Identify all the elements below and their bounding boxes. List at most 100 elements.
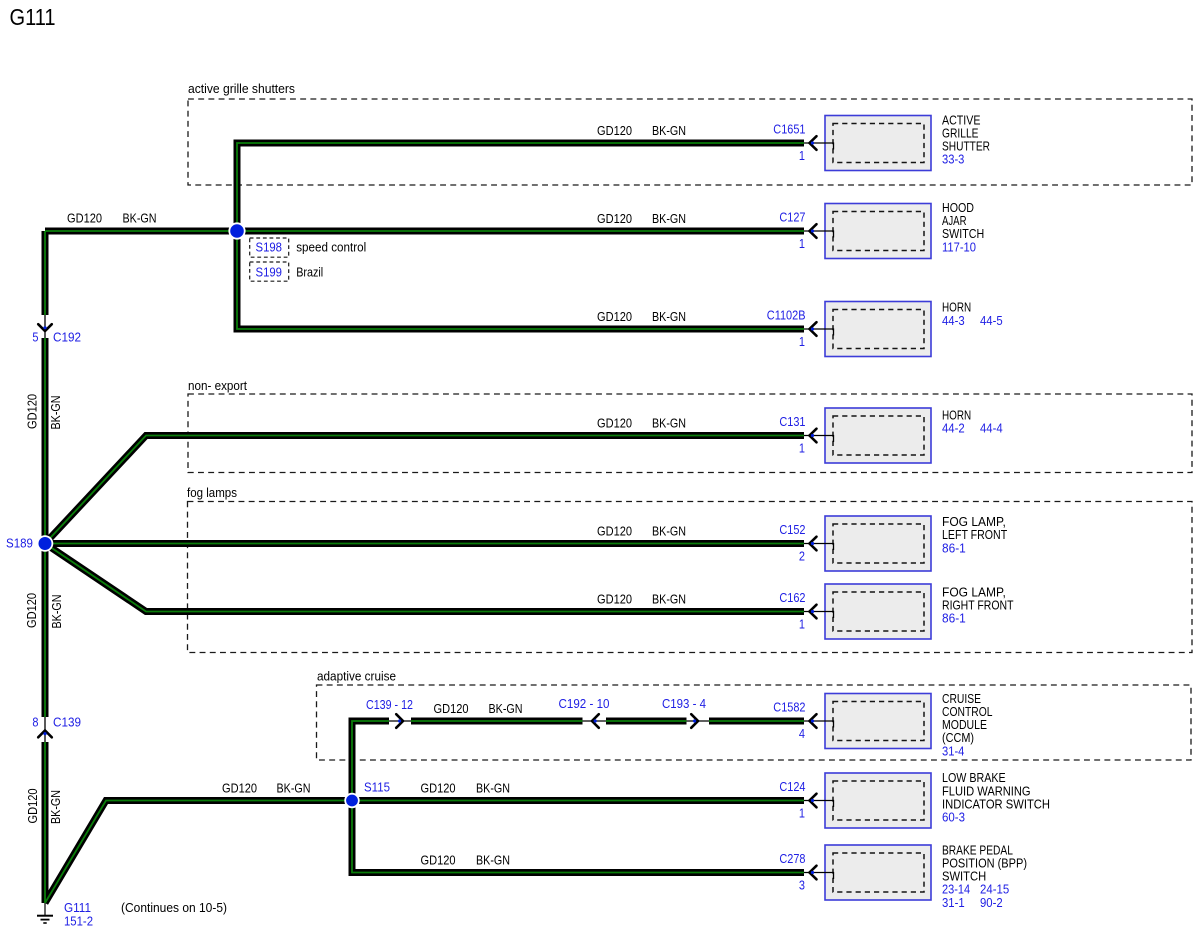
svg-text:GD120: GD120 — [597, 211, 632, 226]
svg-text:1: 1 — [799, 236, 805, 251]
svg-text:BK-GN: BK-GN — [123, 211, 157, 226]
svg-text:G111: G111 — [10, 4, 56, 30]
svg-text:3: 3 — [799, 878, 805, 893]
svg-text:adaptive cruise: adaptive cruise — [317, 669, 396, 684]
svg-text:BK-GN: BK-GN — [652, 415, 686, 430]
svg-text:C162: C162 — [779, 590, 805, 605]
svg-text:BK-GN: BK-GN — [652, 309, 686, 324]
svg-text:117-10: 117-10 — [942, 239, 976, 254]
svg-text:C127: C127 — [779, 210, 805, 225]
svg-text:GD120: GD120 — [434, 701, 469, 716]
svg-text:BRAKE PEDAL: BRAKE PEDAL — [942, 842, 1013, 857]
svg-text:(Continues on 10-5): (Continues on 10-5) — [121, 900, 227, 915]
svg-text:86-1: 86-1 — [942, 611, 966, 626]
svg-text:HORN: HORN — [942, 300, 971, 315]
svg-text:Brazil: Brazil — [296, 265, 323, 280]
svg-text:BK-GN: BK-GN — [49, 595, 64, 629]
svg-text:GD120: GD120 — [597, 123, 632, 138]
svg-text:POSITION (BPP): POSITION (BPP) — [942, 855, 1027, 870]
svg-text:1: 1 — [799, 617, 805, 632]
svg-text:SWITCH: SWITCH — [942, 226, 984, 241]
svg-text:HORN: HORN — [942, 407, 971, 422]
svg-text:1: 1 — [799, 441, 805, 456]
svg-text:GD120: GD120 — [25, 789, 40, 824]
svg-text:S198: S198 — [256, 240, 283, 255]
svg-text:CONTROL: CONTROL — [942, 704, 993, 719]
svg-text:G111: G111 — [64, 900, 91, 915]
svg-text:C1582: C1582 — [773, 700, 805, 715]
svg-text:fog lamps: fog lamps — [187, 485, 237, 500]
svg-text:151-2: 151-2 — [64, 914, 93, 928]
svg-text:86-1: 86-1 — [942, 540, 966, 555]
svg-text:FLUID WARNING: FLUID WARNING — [942, 783, 1031, 798]
svg-text:GD120: GD120 — [222, 780, 257, 795]
svg-text:BK-GN: BK-GN — [652, 591, 686, 606]
svg-text:SWITCH: SWITCH — [942, 869, 986, 884]
svg-text:GD120: GD120 — [421, 852, 456, 867]
svg-text:1: 1 — [799, 148, 805, 163]
svg-text:31-1: 31-1 — [942, 895, 965, 910]
svg-text:AJAR: AJAR — [942, 213, 967, 228]
svg-text:90-2: 90-2 — [980, 895, 1003, 910]
svg-text:FOG LAMP,: FOG LAMP, — [942, 585, 1006, 600]
svg-text:33-3: 33-3 — [942, 152, 964, 167]
svg-text:C131: C131 — [779, 414, 805, 429]
svg-text:44-5: 44-5 — [980, 313, 1003, 328]
svg-text:HOOD: HOOD — [942, 200, 974, 215]
svg-text:4: 4 — [799, 726, 805, 741]
svg-text:GD120: GD120 — [421, 780, 456, 795]
svg-text:44-4: 44-4 — [980, 420, 1003, 435]
svg-text:60-3: 60-3 — [942, 810, 965, 825]
svg-text:MODULE: MODULE — [942, 717, 987, 732]
svg-text:GD120: GD120 — [597, 591, 632, 606]
svg-text:C192 - 10: C192 - 10 — [559, 696, 610, 711]
svg-text:BK-GN: BK-GN — [476, 852, 510, 867]
svg-text:GD120: GD120 — [597, 415, 632, 430]
svg-text:C192: C192 — [53, 330, 81, 345]
svg-text:FOG LAMP,: FOG LAMP, — [942, 514, 1006, 529]
svg-text:SHUTTER: SHUTTER — [942, 139, 990, 154]
svg-text:(CCM): (CCM) — [942, 730, 974, 745]
svg-text:BK-GN: BK-GN — [652, 211, 686, 226]
svg-text:BK-GN: BK-GN — [48, 396, 63, 430]
svg-text:RIGHT FRONT: RIGHT FRONT — [942, 598, 1014, 613]
svg-text:2: 2 — [799, 549, 805, 564]
svg-text:ACTIVE: ACTIVE — [942, 112, 981, 127]
svg-text:non- export: non- export — [188, 378, 247, 393]
svg-text:BK-GN: BK-GN — [277, 780, 311, 795]
svg-text:S189: S189 — [6, 536, 33, 551]
svg-text:LEFT FRONT: LEFT FRONT — [942, 527, 1007, 542]
svg-text:C1651: C1651 — [773, 122, 805, 137]
svg-text:GD120: GD120 — [597, 523, 632, 538]
svg-text:speed control: speed control — [296, 240, 366, 255]
svg-text:S199: S199 — [256, 265, 283, 280]
svg-text:CRUISE: CRUISE — [942, 691, 981, 706]
svg-text:44-2: 44-2 — [942, 420, 965, 435]
svg-text:5: 5 — [32, 330, 38, 345]
svg-text:24-15: 24-15 — [980, 882, 1009, 897]
svg-text:GRILLE: GRILLE — [942, 125, 979, 140]
svg-text:LOW BRAKE: LOW BRAKE — [942, 770, 1006, 785]
svg-text:GD120: GD120 — [25, 394, 40, 429]
svg-text:GD120: GD120 — [67, 211, 102, 226]
svg-text:C139: C139 — [53, 715, 81, 730]
svg-text:44-3: 44-3 — [942, 313, 965, 328]
svg-text:23-14: 23-14 — [942, 882, 970, 897]
svg-text:C139 - 12: C139 - 12 — [366, 697, 413, 712]
svg-text:C1102B: C1102B — [767, 308, 806, 323]
svg-text:active grille shutters: active grille shutters — [188, 81, 295, 96]
svg-text:1: 1 — [799, 334, 805, 349]
svg-text:8: 8 — [32, 715, 38, 730]
svg-text:BK-GN: BK-GN — [652, 523, 686, 538]
svg-text:C193 - 4: C193 - 4 — [662, 696, 706, 711]
svg-text:C152: C152 — [779, 522, 805, 537]
svg-text:1: 1 — [799, 806, 805, 821]
svg-text:C124: C124 — [779, 779, 805, 794]
svg-text:31-4: 31-4 — [942, 743, 964, 758]
svg-text:C278: C278 — [779, 851, 805, 866]
svg-text:GD120: GD120 — [24, 593, 39, 628]
svg-text:BK-GN: BK-GN — [476, 780, 510, 795]
svg-text:GD120: GD120 — [597, 309, 632, 324]
svg-text:BK-GN: BK-GN — [489, 701, 523, 716]
svg-text:BK-GN: BK-GN — [48, 790, 63, 824]
